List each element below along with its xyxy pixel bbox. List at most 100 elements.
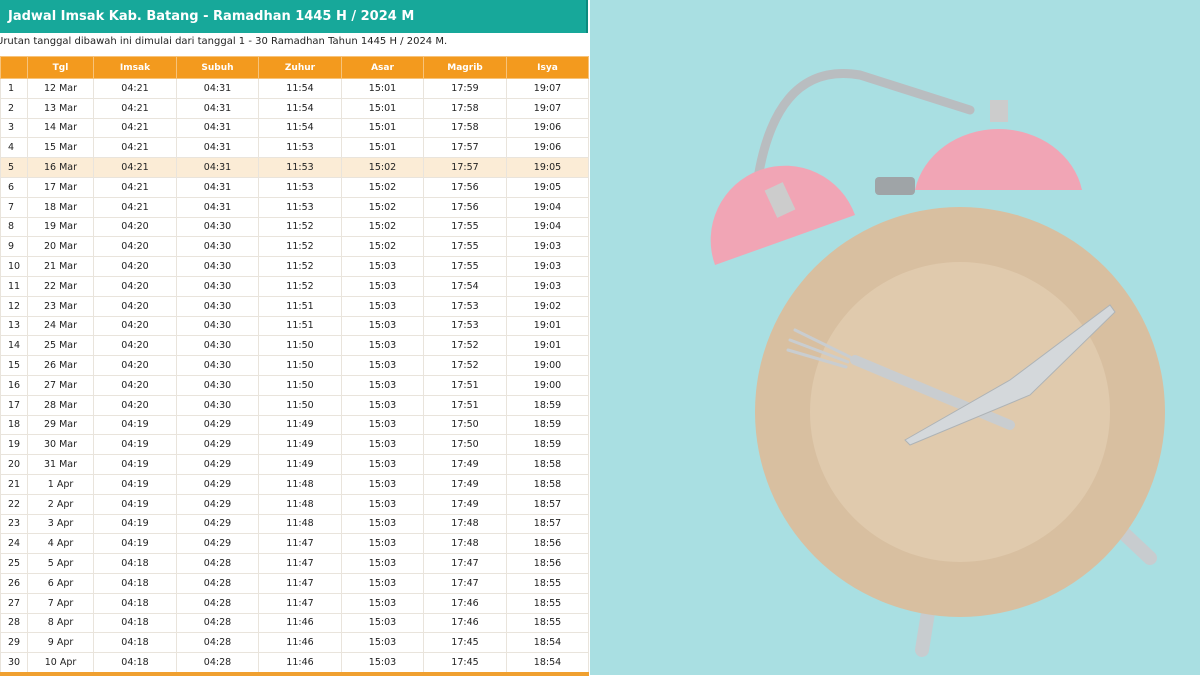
table-cell: 15:03 [341, 335, 424, 357]
table-cell: 10 [0, 256, 28, 277]
table-cell: 04:18 [93, 612, 177, 634]
table-cell: 15:03 [341, 355, 424, 376]
header-cell: Isya [506, 56, 589, 79]
subtitle: Urutan tanggal dibawah ini dimulai dari … [0, 36, 448, 47]
table-row: 14 25 Mar 04:20 04:30 11:50 15:03 17:52 19:01 [0, 335, 589, 357]
table-cell: 28 Mar [27, 394, 94, 416]
table-cell: 17:57 [423, 137, 507, 159]
table-cell: 9 Apr [27, 632, 94, 654]
table-row: 5 16 Mar 04:21 04:31 11:53 15:02 17:57 19:05 [0, 157, 589, 178]
table-row: 18 29 Mar 04:19 04:29 11:49 15:03 17:50 18:59 [0, 414, 589, 436]
table-cell: 04:30 [176, 256, 259, 277]
table-cell: 04:20 [93, 394, 177, 416]
table-cell: 15 [0, 355, 28, 376]
table-cell: 04:30 [176, 275, 259, 297]
table-cell: 04:28 [176, 632, 259, 654]
table-cell: 04:29 [176, 533, 259, 555]
table-cell: 04:31 [176, 176, 259, 198]
table-cell: 3 Apr [27, 513, 94, 535]
table-cell: 19:01 [506, 335, 589, 357]
table-cell: 04:31 [176, 196, 259, 218]
table-row: 12 23 Mar 04:20 04:30 11:51 15:03 17:53 19:02 [0, 295, 589, 317]
header-cell: Subuh [176, 56, 259, 79]
table-row: 23 3 Apr 04:19 04:29 11:48 15:03 17:48 18:57 [0, 513, 589, 535]
table-cell: 22 [0, 493, 28, 515]
table-cell: 04:18 [93, 553, 177, 574]
table-row: 28 8 Apr 04:18 04:28 11:46 15:03 17:46 18:55 [0, 612, 589, 634]
table-cell: 11:46 [258, 632, 342, 654]
table-cell: 04:20 [93, 295, 177, 317]
table-cell: 04:20 [93, 236, 177, 258]
table-cell: 11:46 [258, 652, 342, 675]
table-cell: 17:56 [423, 176, 507, 198]
table-cell: 18 [0, 414, 28, 436]
table-cell: 23 Mar [27, 295, 94, 317]
table-cell: 11:54 [258, 78, 342, 99]
table-cell: 04:19 [93, 473, 177, 495]
table-cell: 15:03 [341, 652, 424, 675]
table-cell: 19:05 [506, 176, 589, 198]
table-cell: 15:03 [341, 434, 424, 456]
table-cell: 18:57 [506, 513, 589, 535]
table-cell: 28 [0, 612, 28, 634]
table-cell: 13 Mar [27, 97, 94, 119]
table-cell: 04:30 [176, 374, 259, 396]
table-cell: 15:03 [341, 473, 424, 495]
table-row: 13 24 Mar 04:20 04:30 11:51 15:03 17:53 19:01 [0, 315, 589, 337]
table-cell: 17:50 [423, 414, 507, 436]
table-cell: 15:01 [341, 97, 424, 119]
table-cell: 04:21 [93, 157, 177, 178]
table-cell: 11:54 [258, 97, 342, 119]
table-cell: 04:29 [176, 414, 259, 436]
table-cell: 04:20 [93, 315, 177, 337]
table-cell: 19:06 [506, 117, 589, 139]
table-cell: 17:53 [423, 295, 507, 317]
table-cell: 04:19 [93, 434, 177, 456]
table-cell: 15:02 [341, 196, 424, 218]
table-cell: 19 [0, 434, 28, 456]
table-cell: 7 Apr [27, 592, 94, 614]
table-cell: 17 [0, 394, 28, 416]
table-cell: 18:57 [506, 493, 589, 515]
table-cell: 04:31 [176, 157, 259, 178]
table-cell: 19:04 [506, 216, 589, 238]
table-cell: 11:52 [258, 275, 342, 297]
table-cell: 17:46 [423, 592, 507, 614]
table-cell: 04:31 [176, 137, 259, 159]
table-cell: 04:28 [176, 652, 259, 675]
table-cell: 2 Apr [27, 493, 94, 515]
table-cell: 04:30 [176, 315, 259, 337]
table-cell: 8 Apr [27, 612, 94, 634]
table-cell: 04:30 [176, 335, 259, 357]
table-cell: 11:48 [258, 473, 342, 495]
table-cell: 19:06 [506, 137, 589, 159]
header-cell: Asar [341, 56, 424, 79]
table-cell: 11:47 [258, 533, 342, 555]
table-cell: 04:19 [93, 533, 177, 555]
table-cell: 19:03 [506, 236, 589, 258]
table-cell: 15:03 [341, 533, 424, 555]
table-row: 19 30 Mar 04:19 04:29 11:49 15:03 17:50 18:59 [0, 434, 589, 456]
table-cell: 04:18 [93, 592, 177, 614]
table-cell: 04:29 [176, 434, 259, 456]
table-cell: 31 Mar [27, 454, 94, 475]
table-cell: 6 [0, 176, 28, 198]
table-cell: 25 Mar [27, 335, 94, 357]
table-row: 22 2 Apr 04:19 04:29 11:48 15:03 17:49 18:57 [0, 493, 589, 515]
table-cell: 15:03 [341, 513, 424, 535]
table-cell: 15:03 [341, 572, 424, 594]
table-cell: 19:02 [506, 295, 589, 317]
table-row: 9 20 Mar 04:20 04:30 11:52 15:02 17:55 19:03 [0, 236, 589, 258]
table-cell: 17:57 [423, 157, 507, 178]
table-cell: 17:45 [423, 652, 507, 675]
table-body: 1 12 Mar 04:21 04:31 11:54 15:01 17:59 19:07 2 13… [0, 78, 589, 675]
table-cell: 11:53 [258, 157, 342, 178]
table-cell: 21 Mar [27, 256, 94, 277]
table-cell: 04:30 [176, 355, 259, 376]
table-cell: 22 Mar [27, 275, 94, 297]
table-cell: 15:02 [341, 236, 424, 258]
table-cell: 17:48 [423, 533, 507, 555]
table-cell: 17:50 [423, 434, 507, 456]
table-cell: 17:51 [423, 374, 507, 396]
table-cell: 15:02 [341, 216, 424, 238]
